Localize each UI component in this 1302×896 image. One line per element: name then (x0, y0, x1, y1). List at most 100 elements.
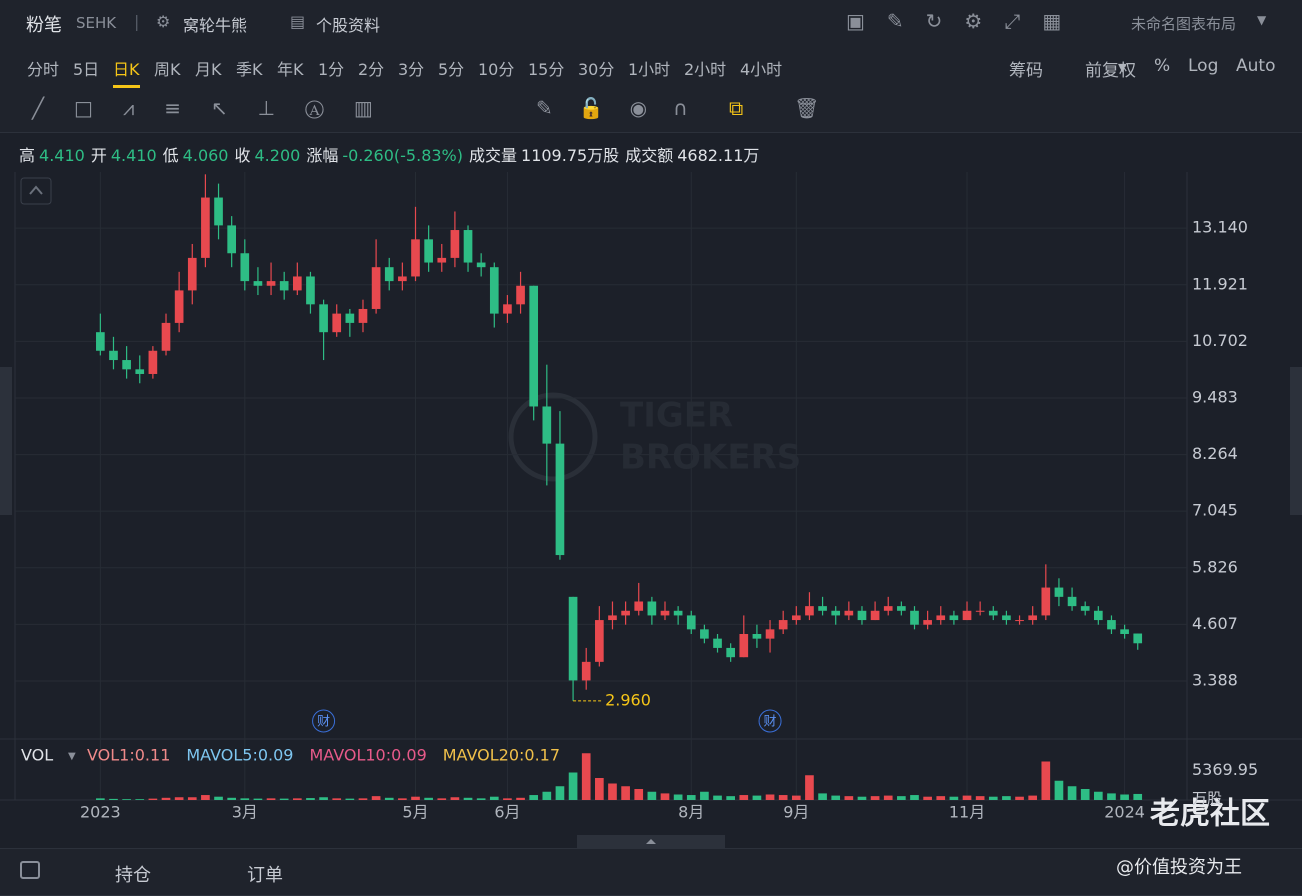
candle-body (437, 257, 447, 263)
y-tick-label: 4.607 (1192, 614, 1238, 633)
exchange: SEHK (76, 14, 117, 32)
candle-body (831, 610, 841, 616)
y-tick-label: 8.264 (1192, 444, 1238, 463)
quote-value: 4.410 (110, 146, 157, 165)
volume-bar (122, 799, 131, 800)
candle-body (161, 322, 171, 351)
x-tick-label: 6月 (494, 803, 520, 822)
volume-bar (201, 795, 210, 800)
volume-bar (608, 783, 617, 800)
period-tab[interactable]: 1小时 (628, 60, 671, 79)
tab[interactable]: 个股资料 (316, 16, 381, 35)
volume-bar (516, 797, 525, 800)
candle-body (371, 267, 381, 309)
volume-bar (332, 798, 342, 800)
period-tab[interactable]: 日K (113, 60, 140, 79)
candle-body (1107, 620, 1116, 630)
candle-body (1133, 633, 1143, 644)
period-tab[interactable]: 分时 (27, 60, 60, 79)
volume-bar (450, 797, 460, 800)
tool-icons[interactable]: ▣✎↻⚙⤢▦ (846, 9, 1084, 33)
candle-body (647, 601, 657, 616)
period-tab[interactable]: 3分 (398, 60, 425, 79)
option[interactable]: 前复权 (1085, 61, 1136, 81)
quote-label: 成交额 (625, 146, 674, 165)
period-tab[interactable]: 5日 (73, 60, 100, 79)
candle-body (398, 276, 407, 282)
draw-icons[interactable]: ╱□⩘≡↖⊥Ⓐ▥ (32, 96, 403, 120)
period-tab[interactable]: 5分 (438, 60, 465, 79)
side-tab[interactable] (1290, 367, 1302, 515)
bottom-tab[interactable]: 订单 (247, 865, 283, 886)
collapse-btn[interactable] (20, 177, 52, 205)
quote-value: 1109.75万股 (521, 146, 620, 165)
quote-label: 低 (162, 146, 179, 165)
volume-bar (345, 798, 355, 800)
volume-bar (1028, 795, 1038, 800)
caret: ▼ (1118, 61, 1127, 74)
period-bar: 分时 5日 日K 周K 月K 季K 年K 1分 2分 3分 5分 10分 15分 30分 1小时 2小时 4小时… (0, 44, 1302, 89)
volume-bar (844, 796, 854, 800)
magnet-icon[interactable]: ⧉ (729, 96, 744, 120)
volume-bar (148, 798, 158, 800)
side-tab[interactable] (0, 367, 12, 515)
period-tab[interactable]: 周K (154, 60, 181, 79)
volume-bar (988, 796, 998, 800)
bottom-tab[interactable]: 持仓 (115, 865, 151, 886)
period-tab[interactable]: 15分 (528, 60, 565, 79)
period-tab[interactable]: 2小时 (684, 60, 727, 79)
period-tab[interactable]: 10分 (478, 60, 515, 79)
panel-icon[interactable] (20, 861, 40, 879)
x-tick-label: 2024 (1104, 803, 1145, 822)
trash-icon[interactable]: 🗑 (794, 96, 820, 120)
candle-body (450, 230, 460, 258)
icon: ⚙ (156, 12, 171, 31)
candle-body (1028, 615, 1038, 621)
candle-body (1067, 596, 1077, 607)
candle-body (306, 276, 315, 305)
volume-bar (739, 795, 749, 800)
volume-bar (897, 796, 906, 800)
candle-body (1041, 587, 1051, 616)
period-tab[interactable]: 年K (277, 60, 304, 79)
volume-bar (791, 795, 801, 800)
option[interactable]: Auto (1236, 56, 1276, 76)
quote-value: 4.060 (182, 146, 229, 165)
period-tab[interactable]: 30分 (578, 60, 615, 79)
period-tab[interactable]: 2分 (358, 60, 385, 79)
sep: | (134, 12, 140, 31)
period-tab[interactable]: 4小时 (740, 60, 783, 79)
event-marker[interactable] (312, 709, 336, 733)
volume-bar (437, 798, 447, 800)
y-tick-label: 5.826 (1192, 557, 1238, 576)
event-marker[interactable] (758, 709, 782, 733)
option[interactable]: % (1154, 56, 1171, 76)
volume-bar (384, 797, 394, 800)
candle-body (700, 629, 709, 639)
volume-bar (1015, 796, 1024, 800)
volume-bar (975, 796, 985, 800)
tab[interactable]: 窝轮牛熊 (183, 16, 248, 35)
volume-legend: MAVOL20:0.17 (443, 746, 560, 765)
draw-icons[interactable]: ✎🔓◉∩ (536, 96, 714, 120)
volume-bar (778, 795, 788, 800)
option[interactable]: 筹码 (1009, 61, 1043, 81)
candle-body (910, 610, 919, 625)
candle-body (1080, 606, 1090, 611)
candle-body (1002, 615, 1011, 621)
volume-bar (1133, 793, 1143, 800)
candle-body (975, 610, 985, 612)
period-tab[interactable]: 1分 (318, 60, 345, 79)
volume-bar (555, 786, 565, 800)
period-tab[interactable]: 季K (236, 60, 263, 79)
period-tab[interactable]: 月K (195, 60, 222, 79)
option[interactable]: Log (1188, 56, 1219, 76)
volume-bar (96, 798, 105, 800)
event-label: 财 (764, 715, 777, 730)
volume-bar (476, 798, 486, 800)
layout[interactable]: 未命名图表布局 (1131, 15, 1237, 33)
draw-toolbar: ╱□⩘≡↖⊥Ⓐ▥ ✎🔓◉∩ ⧉ 🗑 (0, 88, 1302, 133)
low-label: 2.960 (605, 690, 651, 709)
volume-bar (529, 795, 539, 800)
